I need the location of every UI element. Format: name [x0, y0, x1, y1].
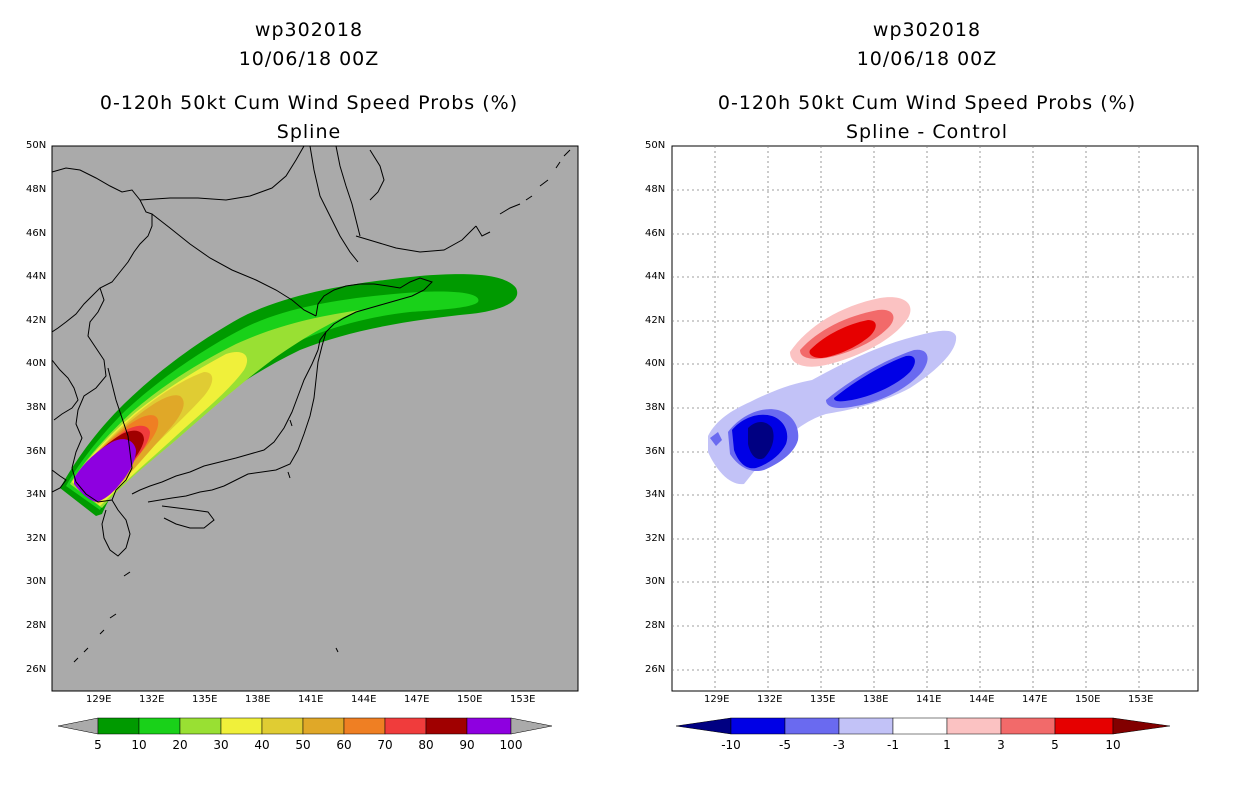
right-cb-label-m3: -3	[833, 738, 845, 752]
left-lon-132: 132E	[139, 694, 165, 705]
left-lon-135: 135E	[192, 694, 218, 705]
left-map-frame	[51, 145, 579, 692]
right-storm-id: wp302018	[872, 19, 982, 41]
right-lon-150: 150E	[1075, 694, 1101, 705]
left-product-title: 0-120h 50kt Cum Wind Speed Probs (%)	[99, 92, 519, 114]
right-cb-label-m1: -1	[887, 738, 899, 752]
right-cb-label-m5: -5	[779, 738, 791, 752]
left-lat-50: 50N	[26, 140, 47, 151]
right-datetime: 10/06/18 00Z	[856, 48, 998, 70]
right-lat-46: 46N	[645, 228, 666, 239]
right-lon-153: 153E	[1128, 694, 1154, 705]
right-lon-132: 132E	[757, 694, 783, 705]
right-lon-135: 135E	[810, 694, 836, 705]
left-lat-36: 36N	[26, 446, 47, 457]
right-colorbar	[675, 717, 1171, 735]
left-cb-label-60: 60	[336, 738, 352, 752]
left-lon-141: 141E	[298, 694, 324, 705]
right-lat-36: 36N	[645, 446, 666, 457]
right-lat-40: 40N	[645, 358, 666, 369]
left-lon-129: 129E	[86, 694, 112, 705]
right-lon-141: 141E	[916, 694, 942, 705]
left-subtitle: Spline	[276, 121, 342, 143]
left-lon-147: 147E	[404, 694, 430, 705]
right-lat-26: 26N	[645, 664, 666, 675]
left-lon-138: 138E	[245, 694, 271, 705]
right-lon-138: 138E	[863, 694, 889, 705]
right-lat-28: 28N	[645, 620, 666, 631]
left-lon-150: 150E	[457, 694, 483, 705]
left-colorbar	[57, 717, 553, 735]
left-lat-34: 34N	[26, 489, 47, 500]
right-lat-30: 30N	[645, 576, 666, 587]
right-lon-129: 129E	[704, 694, 730, 705]
right-lat-48: 48N	[645, 184, 666, 195]
left-lat-40: 40N	[26, 358, 47, 369]
left-lat-32: 32N	[26, 533, 47, 544]
left-cb-label-70: 70	[377, 738, 393, 752]
right-cb-label-1: 1	[943, 738, 951, 752]
left-lat-26: 26N	[26, 664, 47, 675]
left-storm-id: wp302018	[254, 19, 364, 41]
left-lat-30: 30N	[26, 576, 47, 587]
left-cb-label-100: 100	[499, 738, 523, 752]
right-lat-34: 34N	[645, 489, 666, 500]
right-cb-label-m10: -10	[721, 738, 741, 752]
left-cb-label-90: 90	[459, 738, 475, 752]
right-lat-32: 32N	[645, 533, 666, 544]
left-lat-38: 38N	[26, 402, 47, 413]
left-cb-label-80: 80	[418, 738, 434, 752]
left-lat-42: 42N	[26, 315, 47, 326]
left-lat-48: 48N	[26, 184, 47, 195]
left-probability-field	[60, 274, 518, 516]
right-cb-label-10: 10	[1105, 738, 1121, 752]
left-lat-46: 46N	[26, 228, 47, 239]
left-lon-153: 153E	[510, 694, 536, 705]
left-lat-28: 28N	[26, 620, 47, 631]
left-lat-44: 44N	[26, 271, 47, 282]
left-cb-label-5: 5	[94, 738, 102, 752]
left-datetime: 10/06/18 00Z	[238, 48, 380, 70]
right-lat-50: 50N	[645, 140, 666, 151]
right-lat-42: 42N	[645, 315, 666, 326]
left-cb-label-40: 40	[254, 738, 270, 752]
right-lon-147: 147E	[1022, 694, 1048, 705]
right-lon-144: 144E	[969, 694, 995, 705]
right-lat-38: 38N	[645, 402, 666, 413]
left-cb-label-50: 50	[295, 738, 311, 752]
left-cb-label-30: 30	[213, 738, 229, 752]
right-cb-label-3: 3	[997, 738, 1005, 752]
right-subtitle: Spline - Control	[845, 121, 1009, 143]
right-cb-label-5: 5	[1051, 738, 1059, 752]
right-product-title: 0-120h 50kt Cum Wind Speed Probs (%)	[717, 92, 1137, 114]
left-cb-label-20: 20	[172, 738, 188, 752]
right-difference-field	[672, 146, 1198, 691]
right-lat-44: 44N	[645, 271, 666, 282]
left-cb-label-10: 10	[131, 738, 147, 752]
left-lon-144: 144E	[351, 694, 377, 705]
right-map-frame	[671, 145, 1199, 692]
